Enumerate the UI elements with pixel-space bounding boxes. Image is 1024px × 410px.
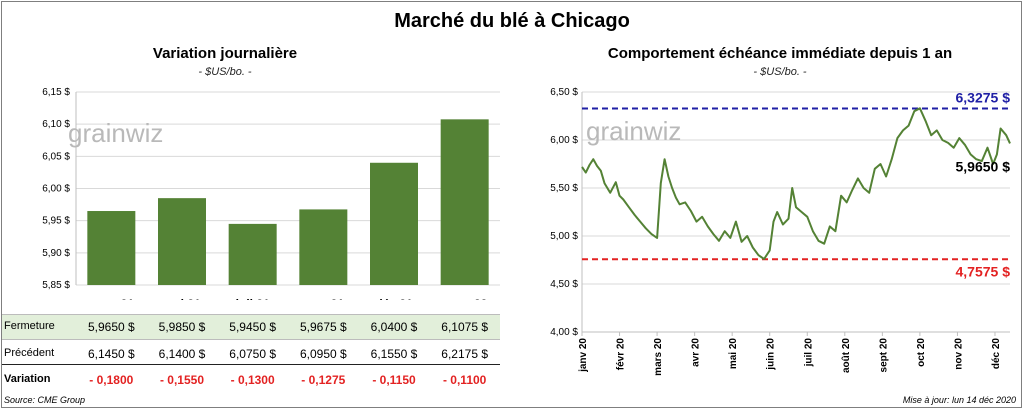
y-tick-label: 6,50 $ — [550, 87, 578, 98]
close-row-highlight — [2, 314, 500, 340]
bar — [440, 119, 489, 285]
x-tick-label: mai 20 — [728, 338, 739, 370]
variation-row-label: Variation — [4, 373, 51, 385]
y-tick-label: 5,50 $ — [550, 183, 578, 194]
update-note: Mise à jour: lun 14 déc 2020 — [902, 395, 1016, 405]
watermark: grainwiz — [586, 116, 681, 146]
close-cell: 5,9675 $ — [299, 320, 347, 334]
bar — [299, 209, 348, 285]
daily-variation-bar-chart: grainwiz 6,15 $ 6,10 $ 6,05 $ 6,00 $ 5,95 $ 5… — [42, 87, 500, 300]
left-chart-title: Variation journalière — [152, 45, 298, 62]
bar — [158, 198, 206, 285]
x-tick-label: août 20 — [841, 338, 852, 373]
category-label: juil 21 — [235, 297, 270, 300]
close-cell: 5,9850 $ — [158, 320, 206, 334]
table-divider — [2, 364, 500, 365]
x-tick-label: oct 20 — [916, 338, 927, 367]
previous-cell: 6,1400 $ — [158, 347, 206, 361]
bar — [370, 162, 418, 285]
category-label: mars 21 — [89, 297, 135, 300]
category-label: sept 21 — [303, 297, 345, 300]
y-tick-label: 5,85 $ — [42, 280, 70, 291]
front-month-line-chart: grainwiz 6,50 $ 6,00 $ 5,50 $ 5,00 $ 4,50 $ 4… — [550, 87, 1011, 376]
y-tick-label: 4,50 $ — [550, 279, 578, 290]
variation-cell: - 0,1100 — [442, 373, 487, 387]
close-row-label: Fermeture — [4, 320, 55, 332]
category-label: mars 22 — [442, 297, 488, 300]
close-cell: 6,1075 $ — [441, 320, 489, 334]
y-tick-label: 5,00 $ — [550, 231, 578, 242]
x-tick-label: avr 20 — [691, 338, 702, 367]
low-value-label: 4,7575 $ — [956, 263, 1011, 279]
source-note: Source: CME Group — [4, 395, 86, 405]
category-label: déc 21 — [375, 297, 413, 300]
x-tick-label: mars 20 — [653, 338, 664, 376]
variation-cell: - 0,1300 — [230, 373, 275, 387]
right-chart-unit: - $US/bo. - — [753, 66, 807, 78]
x-tick-label: juil 20 — [803, 338, 814, 368]
previous-row-label: Précédent — [4, 347, 55, 359]
previous-cell: 6,0750 $ — [229, 347, 277, 361]
previous-cell: 6,0950 $ — [299, 347, 347, 361]
variation-cell: - 0,1275 — [301, 373, 346, 387]
close-cell: 6,0400 $ — [370, 320, 418, 334]
x-tick-label: nov 20 — [953, 338, 964, 370]
x-tick-label: févr 20 — [616, 338, 627, 371]
y-tick-label: 5,95 $ — [42, 216, 70, 227]
close-cell: 5,9450 $ — [229, 320, 277, 334]
last-value-label: 5,9650 $ — [956, 158, 1011, 174]
previous-cell: 6,2175 $ — [441, 347, 489, 361]
y-tick-label: 6,10 $ — [42, 119, 70, 130]
previous-cell: 6,1550 $ — [370, 347, 418, 361]
left-chart-unit: - $US/bo. - — [198, 66, 252, 78]
right-chart-title: Comportement échéance immédiate depuis 1… — [607, 45, 953, 62]
y-tick-label: 6,05 $ — [42, 151, 70, 162]
variation-cell: - 0,1150 — [372, 373, 416, 387]
y-tick-label: 6,00 $ — [42, 184, 70, 195]
x-tick-label: juin 20 — [766, 338, 777, 371]
bar — [87, 211, 136, 285]
main-title: Marché du blé à Chicago — [394, 10, 630, 32]
bar — [228, 223, 277, 285]
x-tick-label: sept 20 — [878, 338, 889, 373]
watermark: grainwiz — [68, 118, 163, 148]
x-tick-label: janv 20 — [578, 338, 589, 373]
close-cell: 5,9650 $ — [87, 320, 135, 334]
price-line — [581, 107, 1011, 260]
y-tick-label: 6,15 $ — [42, 87, 70, 98]
variation-cell: - 0,1550 — [159, 373, 205, 387]
previous-cell: 6,1450 $ — [87, 347, 135, 361]
y-tick-label: 6,00 $ — [550, 135, 578, 146]
category-label: mai 21 — [163, 297, 201, 300]
y-tick-label: 5,90 $ — [42, 248, 70, 259]
high-value-label: 6,3275 $ — [956, 90, 1011, 106]
x-tick-label: déc 20 — [991, 338, 1002, 370]
y-tick-label: 4,00 $ — [550, 327, 578, 338]
variation-cell: - 0,1800 — [89, 373, 134, 387]
